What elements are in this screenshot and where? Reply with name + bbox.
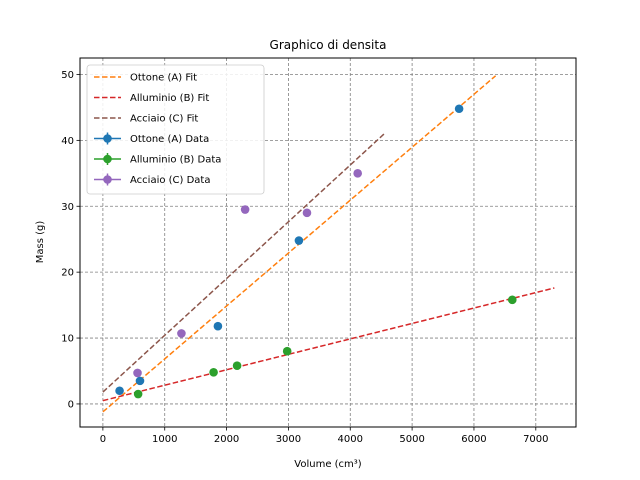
legend-box <box>86 64 265 195</box>
legend-label: Alluminio (B) Data <box>130 155 221 166</box>
y-tick-label: 20 <box>61 268 74 279</box>
legend-marker-swatch <box>103 175 112 184</box>
data-point <box>133 389 143 399</box>
legend-label: Acciaio (C) Data <box>130 175 210 186</box>
data-point <box>282 346 292 356</box>
x-tick-label: 0 <box>100 434 106 445</box>
data-point <box>454 104 464 114</box>
y-axis-ticks: 0 10 20 30 40 50 <box>61 70 80 410</box>
data-point <box>133 368 142 378</box>
legend-label: Acciaio (C) Fit <box>130 114 198 125</box>
legend-label: Ottone (A) Fit <box>130 73 197 84</box>
fit-line <box>102 287 555 402</box>
y-tick-label: 40 <box>61 136 74 147</box>
x-tick-label: 6000 <box>461 434 486 445</box>
chart-title: Graphico di densita <box>270 38 387 52</box>
y-tick-label: 10 <box>61 334 74 345</box>
x-axis-ticks: 0 1000 2000 3000 4000 5000 6000 7000 <box>100 427 549 445</box>
y-axis-label: Mass (g) <box>35 221 46 264</box>
data-point <box>209 368 218 377</box>
data-point <box>507 295 517 305</box>
data-point <box>240 205 250 214</box>
data-point <box>213 321 223 331</box>
x-axis-label: Volume (cm³) <box>294 459 362 470</box>
legend: Ottone (A) Fit Alluminio (B) Fit Acciaio (… <box>86 64 265 195</box>
x-tick-label: 3000 <box>276 434 301 445</box>
x-tick-label: 2000 <box>214 434 239 445</box>
data-point <box>294 236 304 245</box>
data-point <box>353 169 362 178</box>
legend-label: Alluminio (B) Fit <box>130 93 209 104</box>
legend-marker-swatch <box>103 154 112 164</box>
data-points <box>115 104 517 399</box>
legend-marker-swatch <box>103 134 112 143</box>
data-point <box>177 329 186 338</box>
x-tick-label: 1000 <box>152 434 177 445</box>
x-tick-label: 4000 <box>338 434 363 445</box>
data-point <box>302 208 312 218</box>
x-tick-label: 7000 <box>523 434 548 445</box>
y-tick-label: 30 <box>61 202 74 213</box>
plot-frame <box>79 57 577 428</box>
x-tick-label: 5000 <box>399 434 424 445</box>
data-point <box>135 376 145 386</box>
y-tick-label: 50 <box>61 70 74 81</box>
legend-label: Ottone (A) Data <box>130 134 209 145</box>
y-tick-label: 0 <box>68 399 74 410</box>
data-point <box>232 361 242 371</box>
data-point <box>115 386 124 396</box>
